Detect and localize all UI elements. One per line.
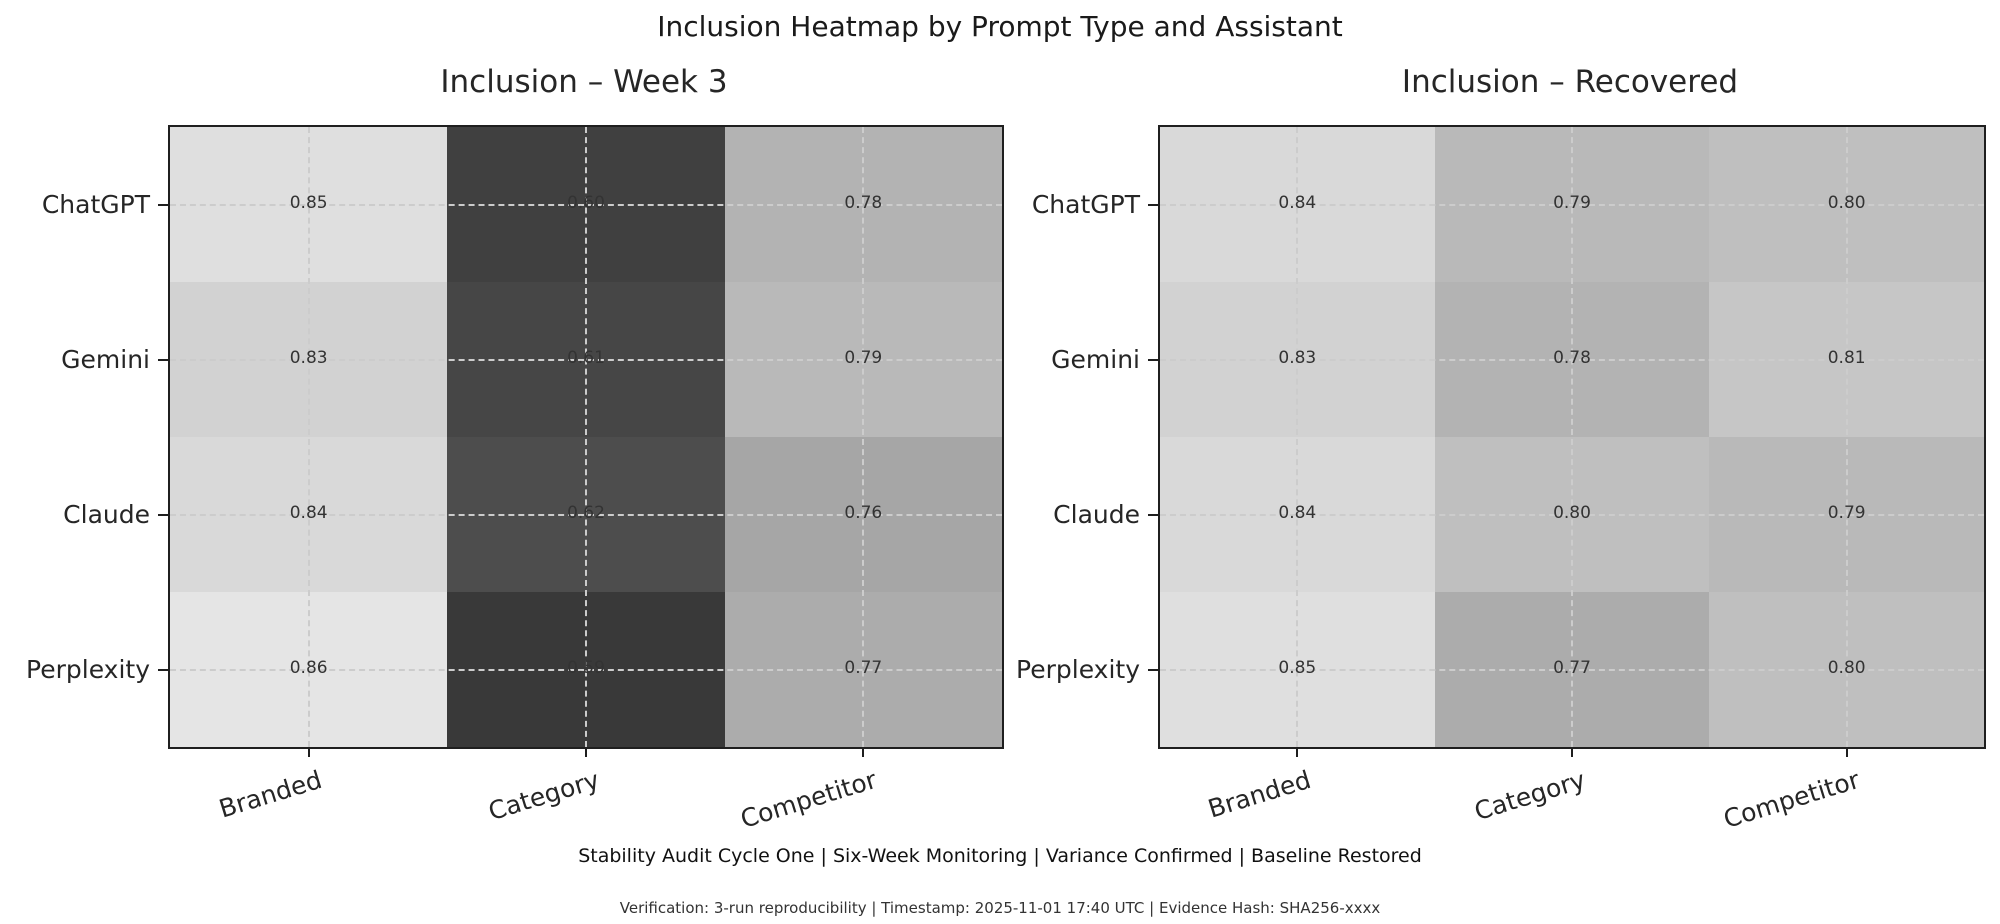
xtick-label-Competitor: Competitor: [736, 765, 880, 834]
gridline-vertical: [1571, 127, 1573, 747]
gridline-vertical: [1296, 127, 1299, 747]
cell-value: 0.76: [844, 502, 883, 523]
cell-value: 0.85: [1278, 657, 1317, 678]
gridline-vertical: [585, 127, 587, 747]
ytick-label-Gemini: Gemini: [1051, 344, 1140, 374]
cell-value: 0.77: [844, 657, 883, 678]
xtick-label-Branded: Branded: [215, 765, 326, 824]
cell-value: 0.59: [567, 657, 605, 678]
ytick-label-ChatGPT: ChatGPT: [1031, 189, 1140, 219]
cell-value: 0.78: [1553, 347, 1591, 368]
cell-value: 0.79: [844, 347, 883, 368]
cell-value: 0.84: [289, 502, 328, 523]
ytick-mark: [1148, 513, 1158, 516]
ytick-mark: [158, 203, 168, 206]
cell-value: 0.84: [1278, 192, 1317, 213]
gridline-vertical: [1845, 127, 1848, 747]
ytick-label-Claude: Claude: [63, 499, 150, 529]
cell-value: 0.84: [1278, 502, 1317, 523]
xtick-label-Category: Category: [484, 765, 603, 827]
heatmap-week3: 0.85 0.60 0.78 0.83 0.61 0.79 0.84 0.62 0.76 0.86…: [26, 125, 1004, 834]
ytick-label-Perplexity: Perplexity: [1016, 654, 1140, 684]
figure-title: Inclusion Heatmap by Prompt Type and Ass…: [657, 10, 1343, 43]
cell-value: 0.80: [1827, 192, 1866, 213]
ytick-label-Perplexity: Perplexity: [26, 654, 150, 684]
cell-value: 0.77: [1553, 657, 1591, 678]
cell-value: 0.60: [567, 192, 605, 213]
xtick-mark: [862, 747, 865, 757]
ytick-mark: [1148, 358, 1158, 361]
heatmap-recovered: 0.84 0.79 0.80 0.83 0.78 0.81 0.84 0.80 0.79 0.85…: [1016, 125, 1986, 834]
ytick-label-ChatGPT: ChatGPT: [41, 189, 150, 219]
ytick-mark: [158, 358, 168, 361]
xtick-mark: [585, 747, 587, 757]
xtick-label-Branded: Branded: [1204, 765, 1314, 824]
cell-value: 0.80: [1553, 502, 1591, 523]
cell-value: 0.79: [1553, 192, 1591, 213]
xtick-mark: [1571, 747, 1573, 757]
footer-audit-status: Stability Audit Cycle One | Six-Week Mon…: [578, 845, 1422, 867]
xtick-mark: [1296, 747, 1299, 757]
xtick-label-Category: Category: [1470, 765, 1589, 827]
xtick-label-Competitor: Competitor: [1720, 765, 1864, 834]
cell-value: 0.83: [1278, 347, 1317, 368]
panel-title-week3: Inclusion – Week 3: [440, 64, 728, 100]
ytick-mark: [1148, 203, 1158, 206]
xtick-mark: [1845, 747, 1848, 757]
gridline-vertical: [307, 127, 310, 747]
ytick-mark: [158, 513, 168, 516]
cell-value: 0.85: [289, 192, 328, 213]
cell-value: 0.79: [1827, 502, 1866, 523]
cell-value: 0.78: [844, 192, 883, 213]
ytick-mark: [158, 668, 168, 671]
cell-value: 0.80: [1827, 657, 1866, 678]
cell-value: 0.86: [289, 657, 328, 678]
cell-value: 0.81: [1827, 347, 1866, 368]
ytick-mark: [1148, 668, 1158, 671]
xtick-mark: [307, 747, 310, 757]
ytick-label-Claude: Claude: [1053, 499, 1140, 529]
cell-value: 0.83: [289, 347, 328, 368]
cell-value: 0.61: [567, 347, 605, 368]
ytick-label-Gemini: Gemini: [61, 344, 150, 374]
cell-value: 0.62: [567, 502, 605, 523]
panel-title-recovered: Inclusion – Recovered: [1401, 64, 1739, 100]
footer-verification: Verification: 3-run reproducibility | Ti…: [619, 899, 1381, 917]
gridline-vertical: [862, 127, 865, 747]
